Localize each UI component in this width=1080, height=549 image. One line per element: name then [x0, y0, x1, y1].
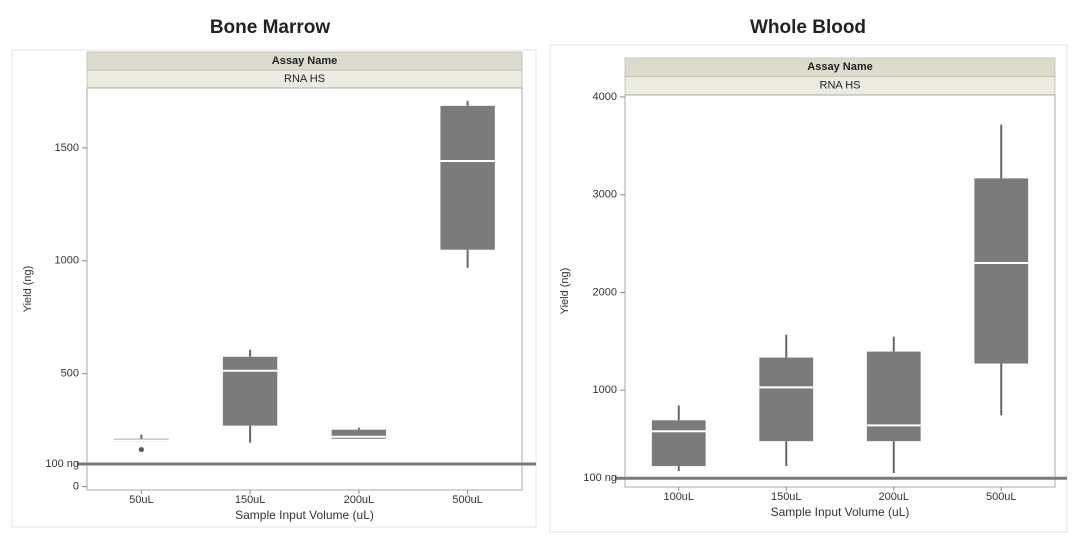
- chart-title: Bone Marrow: [210, 17, 331, 38]
- y-tick-label: 4000: [593, 91, 617, 103]
- y-tick-label: 0: [73, 481, 79, 493]
- x-tick-label: 150uL: [235, 494, 266, 506]
- y-tick-label: 500: [61, 368, 79, 380]
- box: [440, 105, 495, 250]
- header-label: RNA HS: [820, 80, 861, 92]
- y-tick-label: 2000: [593, 286, 617, 298]
- y-tick-label: 1500: [55, 142, 79, 154]
- reference-label: 100 ng: [45, 458, 79, 470]
- chart-title: Whole Blood: [750, 17, 866, 38]
- box: [651, 420, 706, 467]
- box: [759, 357, 814, 442]
- x-tick-label: 200uL: [344, 494, 375, 506]
- box: [974, 178, 1029, 364]
- y-tick-label: 1000: [55, 255, 79, 267]
- box: [222, 356, 278, 426]
- header-label: Assay Name: [807, 61, 872, 73]
- y-tick-label: 1000: [593, 384, 617, 396]
- header-label: Assay Name: [272, 55, 337, 67]
- x-tick-label: 500uL: [452, 494, 483, 506]
- x-tick-label: 500uL: [986, 491, 1017, 503]
- x-tick-label: 150uL: [771, 491, 802, 503]
- x-tick-label: 200uL: [878, 491, 909, 503]
- reference-label: 100 ng: [583, 472, 617, 484]
- y-axis-label: Yield (ng): [559, 268, 571, 315]
- header-label: RNA HS: [284, 73, 325, 85]
- outlier: [138, 447, 144, 453]
- x-tick-label: 100uL: [663, 491, 694, 503]
- x-tick-label: 50uL: [129, 494, 153, 506]
- y-axis-label: Yield (ng): [22, 266, 34, 313]
- box: [866, 351, 921, 442]
- box: [331, 429, 387, 439]
- x-axis-label: Sample Input Volume (uL): [235, 508, 374, 522]
- y-tick-label: 3000: [593, 189, 617, 201]
- x-axis-label: Sample Input Volume (uL): [771, 505, 910, 519]
